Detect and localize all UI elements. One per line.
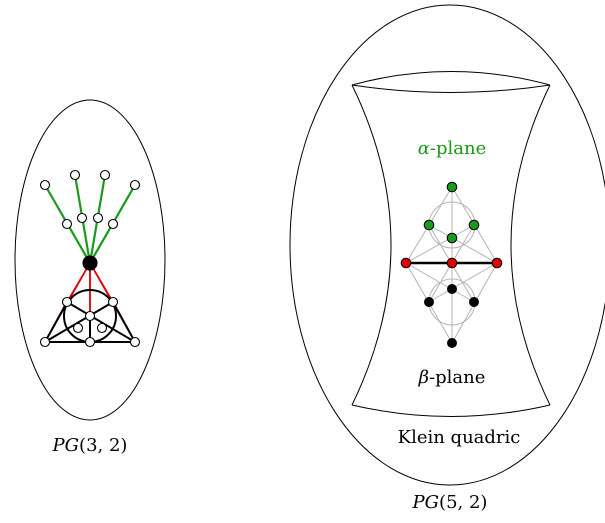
shared-point (446, 257, 458, 269)
hollow-point (92, 212, 104, 224)
fano-point (96, 322, 108, 334)
pg52-points (400, 181, 503, 348)
fano-point (84, 310, 96, 322)
alpha-point (468, 219, 480, 231)
klein-quadric-label: Klein quadric (398, 427, 521, 448)
alpha-suffix: -plane (430, 138, 486, 159)
quadric-bottom-rim (351, 404, 551, 417)
hollow-point (61, 218, 73, 230)
shared-point (491, 257, 503, 269)
beta-plane-label: β-plane (418, 367, 486, 388)
grey-line (428, 224, 498, 264)
fano-line (44, 301, 114, 343)
hollow-point (99, 169, 111, 181)
central-point (82, 255, 98, 271)
pg52-label-args: (5, 2) (439, 492, 487, 513)
alpha-point (446, 232, 458, 244)
quadric-top-rim-back (351, 71, 551, 86)
hollow-point (107, 218, 119, 230)
quadric-top-rim-front (351, 84, 551, 93)
pg32-figure: PG(3, 2) (14, 99, 166, 456)
shared-point (400, 257, 412, 269)
beta-point (424, 297, 434, 307)
klein-quadric-shape (351, 71, 551, 417)
beta-symbol: β (418, 367, 429, 388)
alpha-point (446, 181, 458, 193)
hollow-point (69, 169, 81, 181)
fano-point (61, 296, 73, 308)
quadric-left-side (351, 84, 392, 406)
hollow-point (129, 179, 141, 191)
beta-point (447, 338, 457, 348)
hollow-point (76, 212, 88, 224)
beta-point (469, 297, 479, 307)
pg52-label-name: PG (412, 492, 440, 513)
pg32-label-name: PG (52, 435, 80, 456)
fano-point (84, 336, 96, 348)
pg32-label-args: (3, 2) (79, 435, 127, 456)
fano-point (129, 336, 141, 348)
alpha-symbol: α (418, 138, 430, 159)
pg32-points (39, 169, 141, 348)
fano-point (107, 296, 119, 308)
hollow-point (39, 179, 51, 191)
pg52-figure: α-plane β-plane Klein quadric PG(5, 2) (289, 4, 605, 513)
alpha-plane-label: α-plane (418, 138, 487, 159)
beta-suffix: -plane (429, 367, 485, 388)
grey-line (428, 262, 498, 303)
green-lines (44, 174, 136, 264)
beta-point (447, 284, 457, 294)
grey-line (405, 224, 475, 264)
pg52-boundary-ellipse (289, 4, 605, 486)
quadric-right-side (510, 84, 551, 406)
pg52-label: PG(5, 2) (412, 492, 488, 513)
fano-point (39, 336, 51, 348)
fano-line (66, 301, 136, 343)
alpha-point (423, 219, 435, 231)
fano-point (72, 322, 84, 334)
pg32-boundary-ellipse (14, 99, 166, 421)
pg32-label: PG(3, 2) (52, 435, 128, 456)
